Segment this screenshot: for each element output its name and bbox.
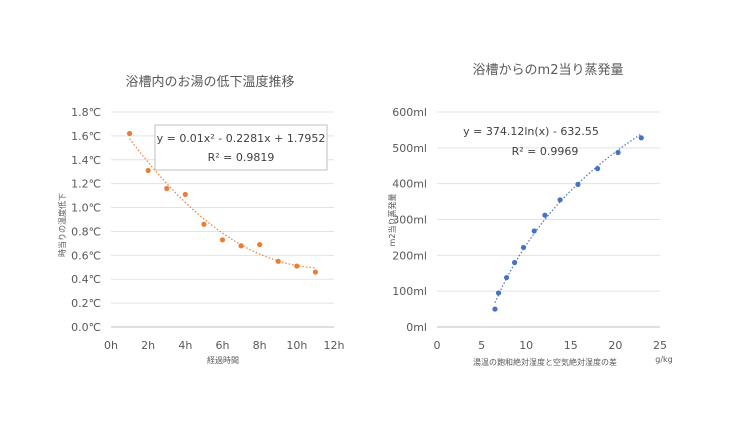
x-tick-label: 0h (104, 339, 118, 352)
data-point (201, 221, 207, 227)
x-tick-label: 0 (434, 339, 441, 352)
chart1-y-tick-labels: 0.0℃ 0.2℃ 0.4℃ 0.6℃ 0.8℃ 1.0℃ 1.2℃ 1.4℃ 1.6℃ 1.8℃ (71, 106, 101, 334)
data-point (219, 237, 226, 243)
data-point (594, 166, 601, 172)
data-point (182, 191, 188, 198)
y-tick-label: 600ml (392, 106, 427, 119)
x-tick-label: 12h (324, 339, 345, 352)
y-tick-label: 0.6℃ (71, 249, 101, 262)
data-point (126, 130, 133, 137)
y-tick-label: 0ml (406, 321, 427, 334)
y-tick-label: 1.6℃ (71, 130, 101, 143)
chart2-y-tick-labels: 0ml 100ml 200ml 300ml 400ml 500ml 600ml (392, 106, 427, 334)
y-tick-label: 400ml (392, 178, 427, 191)
x-tick-label: 15 (564, 339, 578, 352)
x-tick-label: 25 (653, 339, 667, 352)
data-point (145, 167, 151, 174)
y-tick-label: 1.2℃ (71, 178, 101, 191)
chart2-x-axis-unit: g/kg (655, 355, 672, 364)
data-point (495, 290, 502, 296)
y-tick-label: 1.0℃ (71, 202, 101, 215)
y-tick-label: 200ml (392, 249, 427, 262)
evaporation-chart: 浴槽からのm2当り蒸発量 0ml100ml200ml300ml400ml500m… (387, 63, 673, 367)
chart1-equation-box: y = 0.01x² - 0.2281x + 1.7952 R² = 0.981… (154, 124, 328, 171)
x-tick-label: 10h (286, 339, 307, 352)
x-tick-label: 10 (519, 339, 533, 352)
x-tick-label: 6h (216, 339, 230, 352)
data-point (638, 135, 644, 141)
data-point (531, 228, 537, 234)
chart1-title: 浴槽内のお湯の低下温度推移 (125, 74, 294, 90)
y-tick-label: 100ml (392, 285, 427, 298)
y-tick-label: 0.2℃ (71, 297, 101, 310)
y-tick-label: 1.4℃ (71, 154, 101, 167)
chart2-equation: y = 374.12ln(x) - 632.55 (463, 125, 599, 138)
y-tick-label: 500ml (392, 142, 427, 155)
chart1-points (126, 130, 319, 275)
chart2-gridlines (437, 111, 660, 328)
data-point (492, 306, 498, 312)
y-tick-label: 1.8℃ (71, 106, 101, 119)
temperature-drop-chart: 浴槽内のお湯の低下温度推移 0.0℃ 0.2℃ 0.4℃ 0.6℃ 0.8℃ 1.0℃ 1.… (57, 74, 345, 365)
data-point (257, 241, 263, 248)
chart1-trendline (129, 138, 316, 269)
chart2-x-tick-labels: 0 5 10 15 20 25 (434, 339, 668, 352)
x-tick-label: 20 (608, 339, 622, 352)
data-point (575, 181, 581, 187)
data-point (294, 263, 300, 269)
y-tick-label: 0.8℃ (71, 225, 101, 238)
y-tick-label: 0.4℃ (71, 273, 101, 286)
chart2-title: 浴槽からのm2当り蒸発量 (473, 63, 624, 78)
data-point (238, 243, 244, 249)
chart1-equation: y = 0.01x² - 0.2281x + 1.7952 (157, 132, 326, 145)
y-tick-label: 0.0℃ (71, 321, 101, 334)
data-point (512, 259, 518, 266)
x-tick-label: 4h (178, 339, 192, 352)
data-point (164, 185, 170, 192)
chart1-x-tick-labels: 0h 2h 4h 6h 8h 10h 12h (104, 339, 345, 352)
data-point (312, 269, 319, 275)
data-point (520, 244, 527, 251)
data-point (275, 258, 281, 264)
chart2-trendline (494, 133, 642, 303)
chart2-x-axis-label: 湯温の飽和絶対湿度と空気絶対湿度の差 (473, 357, 617, 367)
y-tick-label: 300ml (392, 214, 427, 227)
chart1-x-axis-label: 経過時間 (207, 355, 239, 365)
chart2-points (492, 135, 644, 312)
chart2-r-squared: R² = 0.9969 (512, 145, 579, 158)
data-point (503, 274, 510, 281)
x-tick-label: 5 (478, 339, 485, 352)
chart2-y-axis-label: m2当り蒸発量 (387, 194, 397, 247)
data-point (542, 212, 548, 218)
chart1-y-axis-label: 時当りの温度低下 (57, 193, 67, 257)
data-point (615, 149, 621, 156)
chart1-r-squared: R² = 0.9819 (208, 151, 275, 164)
data-point (557, 197, 563, 203)
x-tick-label: 8h (253, 339, 267, 352)
x-tick-label: 2h (141, 339, 155, 352)
